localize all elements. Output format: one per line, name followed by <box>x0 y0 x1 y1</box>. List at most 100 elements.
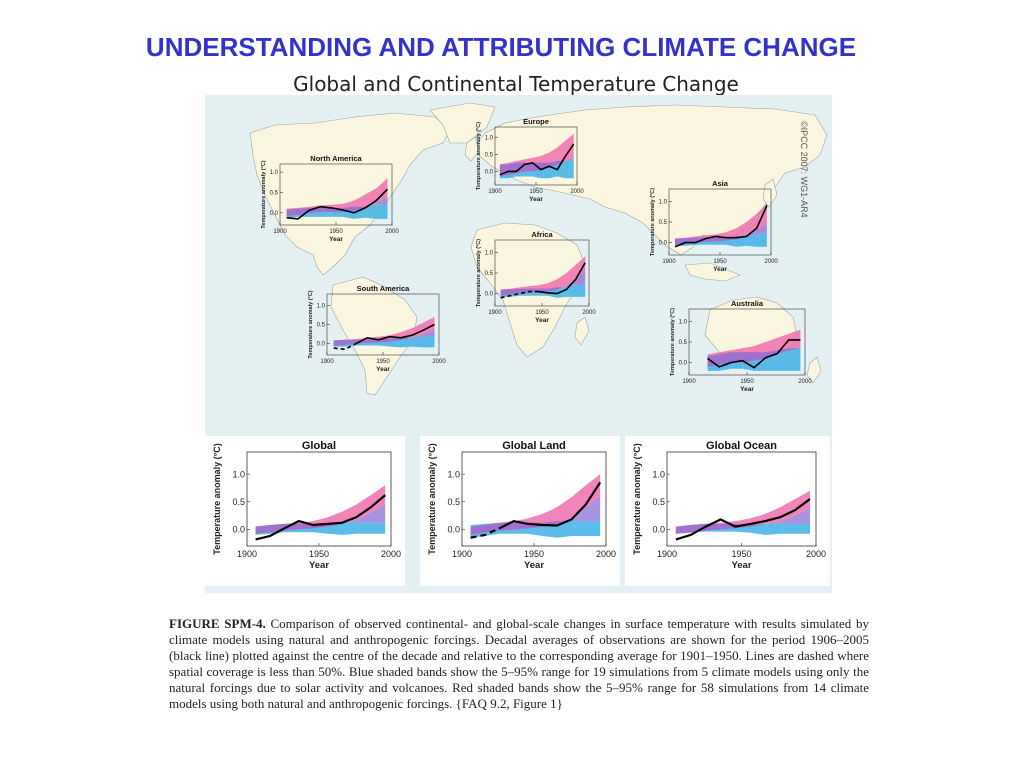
xlabel-australia: Year <box>740 386 754 393</box>
panel-title-asia: Asia <box>712 179 729 188</box>
xtick-label-asia-1: 1950 <box>713 259 727 265</box>
ytick-label-asia-1: 0.5 <box>659 220 668 226</box>
greenland-landmass <box>429 102 496 144</box>
ylabel-europe: Temperature anomaly (°C) <box>476 122 482 190</box>
xtick-label-africa-0: 1900 <box>488 310 502 316</box>
anthro-band-asia <box>675 203 767 245</box>
panel-asia: 0.0 0.5 1.0 1900 1950 2000 Asia Year Temperature… <box>650 179 778 273</box>
anthro-band-africa <box>500 256 586 296</box>
xtick-label-europe-2: 2000 <box>570 189 584 195</box>
ytick-label-global-1: 0.5 <box>232 497 245 507</box>
ytick-label-north-america-1: 0.5 <box>270 191 279 197</box>
ylabel-north-america: Temperature anomaly (°C) <box>261 160 267 228</box>
ytick-label-south-america-1: 0.5 <box>317 323 326 329</box>
ytick-label-asia-0: 0.0 <box>659 241 668 247</box>
observed-line-global-land <box>498 481 602 530</box>
xlabel-north-america: Year <box>329 236 343 243</box>
overlap-band-asia <box>675 224 767 245</box>
observed-line-south-america <box>355 323 435 345</box>
ytick-label-south-america-0: 0.0 <box>317 342 326 348</box>
observed-line-europe <box>499 143 575 176</box>
ytick-label-global-0: 0.0 <box>232 525 245 535</box>
xtick-label-asia-0: 1900 <box>662 259 676 265</box>
xtick-label-africa-1: 1950 <box>535 310 549 316</box>
xtick-label-africa-2: 2000 <box>582 310 596 316</box>
ytick-label-global-land-0: 0.0 <box>447 525 460 535</box>
observed-dashed-south-america <box>333 342 357 351</box>
panel-europe: 0.0 0.5 1.0 1900 1950 2000 Europe Year Temperatu… <box>476 117 584 203</box>
overlap-band-global-ocean <box>675 508 810 534</box>
panel-australia: 0.0 0.5 1.0 1900 1950 2000 Australia Year Temper… <box>670 299 812 393</box>
ylabel-global-land: Temperature anomaly (°C) <box>427 443 437 554</box>
xlabel-africa: Year <box>535 317 549 324</box>
north-america-landmass <box>249 112 451 276</box>
ytick-label-europe-2: 1.0 <box>485 135 494 141</box>
overlap-band-global-land <box>470 496 601 535</box>
xtick-label-global-1: 1950 <box>309 549 329 559</box>
ylabel-global-ocean: Temperature anomaly (°C) <box>632 443 642 554</box>
observed-line-north-america <box>286 188 389 220</box>
ylabel-africa: Temperature anomaly (°C) <box>476 239 482 307</box>
panel-title-north-america: North America <box>310 154 362 163</box>
xtick-label-north-america-2: 2000 <box>385 229 399 235</box>
panel-global: 0.0 0.5 1.0 1900 1950 2000 Global Year Temperatu… <box>205 436 405 586</box>
south-america-landmass <box>330 276 418 396</box>
ylabel-south-america: Temperature anomaly (°C) <box>308 290 314 358</box>
panel-title-south-america: South America <box>357 284 410 293</box>
panel-title-australia: Australia <box>731 299 764 308</box>
xtick-label-australia-1: 1950 <box>740 379 754 385</box>
climate-figure: 0.0 0.5 1.0 1900 1950 2000 North America Year Te… <box>205 95 832 593</box>
panel-title-global-ocean: Global Ocean <box>706 440 777 452</box>
japan-landmass <box>762 178 778 208</box>
ytick-label-australia-2: 1.0 <box>679 319 688 325</box>
indonesia-landmass <box>684 262 741 282</box>
ytick-label-europe-0: 0.0 <box>485 169 494 175</box>
panel-title-global-land: Global Land <box>502 440 566 452</box>
ytick-label-global-land-2: 1.0 <box>447 469 460 479</box>
panel-title-europe: Europe <box>523 117 549 126</box>
ylabel-australia: Temperature anomaly (°C) <box>670 308 676 376</box>
panel-north-america: 0.0 0.5 1.0 1900 1950 2000 North America Year Te… <box>261 154 399 243</box>
ytick-label-global-2: 1.0 <box>232 469 245 479</box>
figure-caption: FIGURE SPM-4. Comparison of observed con… <box>169 616 869 712</box>
xlabel-global: Year <box>309 560 329 571</box>
panel-south-america: 0.0 0.5 1.0 1900 1950 2000 South America Year Te… <box>308 284 446 373</box>
observed-dashed-global-land <box>470 527 500 539</box>
ylabel-asia: Temperature anomaly (°C) <box>650 188 656 256</box>
xtick-label-north-america-0: 1900 <box>273 229 287 235</box>
xtick-label-global-ocean-1: 1950 <box>731 549 751 559</box>
observed-line-africa <box>538 262 586 295</box>
panel-global-ocean: 0.0 0.5 1.0 1900 1950 2000 Global Ocean Year Tem… <box>625 436 830 586</box>
observed-line-global-ocean <box>675 498 811 541</box>
ytick-label-australia-0: 0.0 <box>679 361 688 367</box>
xlabel-europe: Year <box>529 196 543 203</box>
ytick-label-south-america-2: 1.0 <box>317 304 326 310</box>
anthro-band-global-land <box>470 474 601 535</box>
xtick-label-global-land-0: 1900 <box>452 549 472 559</box>
xtick-label-south-america-1: 1950 <box>376 359 390 365</box>
uk-landmass <box>464 136 480 162</box>
xtick-label-europe-1: 1950 <box>529 189 543 195</box>
new-zealand-landmass <box>806 356 822 384</box>
ytick-label-north-america-2: 1.0 <box>270 170 279 176</box>
figure-title: Global and Continental Temperature Chang… <box>293 72 739 96</box>
slide-title: UNDERSTANDING AND ATTRIBUTING CLIMATE CH… <box>145 32 857 62</box>
caption-label: FIGURE SPM-4. <box>169 616 266 631</box>
ytick-label-global-land-1: 0.5 <box>447 497 460 507</box>
ytick-label-global-ocean-1: 0.5 <box>652 497 665 507</box>
xtick-label-australia-2: 2000 <box>798 379 812 385</box>
xtick-label-south-america-0: 1900 <box>320 359 334 365</box>
xlabel-asia: Year <box>713 266 727 273</box>
xtick-label-south-america-2: 2000 <box>432 359 446 365</box>
ytick-label-global-ocean-0: 0.0 <box>652 525 665 535</box>
xtick-label-global-ocean-0: 1900 <box>657 549 677 559</box>
caption-text: Comparison of observed continental- and … <box>169 616 869 711</box>
ytick-label-africa-0: 0.0 <box>485 292 494 298</box>
xtick-label-australia-0: 1900 <box>682 379 696 385</box>
panel-title-global: Global <box>302 440 336 452</box>
madagascar-landmass <box>574 316 590 346</box>
ytick-label-africa-1: 0.5 <box>485 271 494 277</box>
xtick-label-global-0: 1900 <box>237 549 257 559</box>
xtick-label-europe-0: 1900 <box>488 189 502 195</box>
ytick-label-asia-2: 1.0 <box>659 199 668 205</box>
